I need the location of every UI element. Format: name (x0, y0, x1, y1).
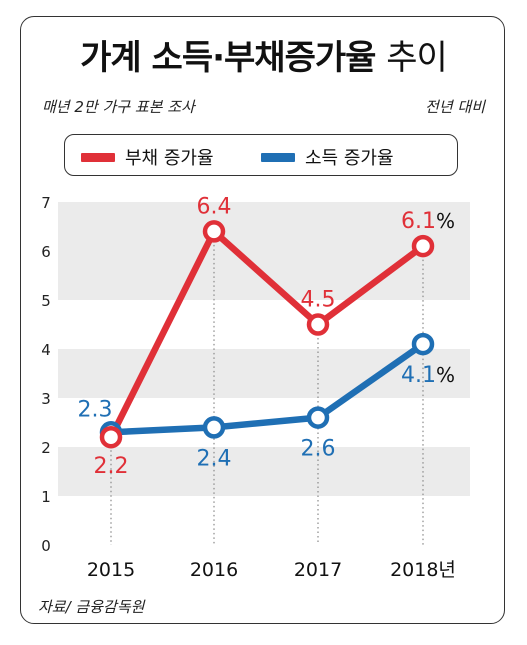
chart-title-suffix: 추이 (386, 38, 448, 78)
debt-series-line (107, 228, 427, 441)
survey-note: 매년 2만 가구 표본 조사 (42, 98, 195, 116)
legend-label-debt: 부채 증가율 (125, 148, 214, 169)
x-tick-label: 2017 (294, 559, 342, 581)
debt-point (202, 220, 226, 243)
legend-swatch-income (261, 152, 295, 162)
source-note: 자료/ 금융감독원 (38, 598, 145, 616)
x-tick-label: 2015 (87, 559, 135, 581)
chart-title: 가계 소득·부채증가율 추이 (0, 30, 527, 79)
chart-frame (20, 16, 505, 624)
legend-label-income: 소득 증가율 (305, 148, 394, 169)
legend-item-income: 소득 증가율 (261, 144, 394, 170)
x-tick-label: 2016 (190, 559, 238, 581)
legend-item-debt: 부채 증가율 (81, 144, 214, 170)
debt-point (306, 313, 330, 336)
comparison-note: 전년 대비 (425, 98, 485, 116)
percent-suffix: % (436, 363, 455, 387)
y-tick-label: 6 (41, 243, 51, 261)
debt-point (99, 425, 123, 449)
income-series-line (107, 340, 427, 436)
grid-band (58, 202, 470, 251)
x-tick-label: 2018년 (390, 559, 456, 581)
chart-legend: 부채 증가율 소득 증가율 (64, 134, 458, 176)
income-point (202, 416, 226, 439)
income-data-label: 2.6 (301, 437, 336, 462)
income-data-label: 2.3 (78, 397, 113, 422)
y-tick-label: 7 (41, 194, 51, 212)
percent-suffix: % (436, 209, 455, 233)
y-tick-label: 4 (41, 341, 51, 359)
debt-data-label: 2.2 (94, 454, 129, 479)
income-point (306, 406, 330, 429)
y-tick-label: 2 (41, 439, 51, 457)
y-tick-label: 5 (41, 292, 51, 310)
debt-point (411, 234, 435, 258)
y-tick-label: 3 (41, 390, 51, 408)
grid-band (58, 447, 470, 496)
legend-swatch-debt (81, 152, 115, 162)
debt-data-label: 6.1% (401, 209, 455, 234)
y-tick-label: 1 (41, 488, 51, 506)
income-data-label: 2.4 (197, 446, 232, 471)
y-tick-label: 0 (41, 537, 51, 555)
debt-data-label: 6.4 (197, 194, 232, 219)
chart-title-main: 가계 소득·부채증가율 (80, 38, 376, 78)
income-point (411, 332, 435, 356)
debt-data-label: 4.5 (301, 288, 336, 313)
income-data-label: 4.1% (401, 363, 455, 388)
